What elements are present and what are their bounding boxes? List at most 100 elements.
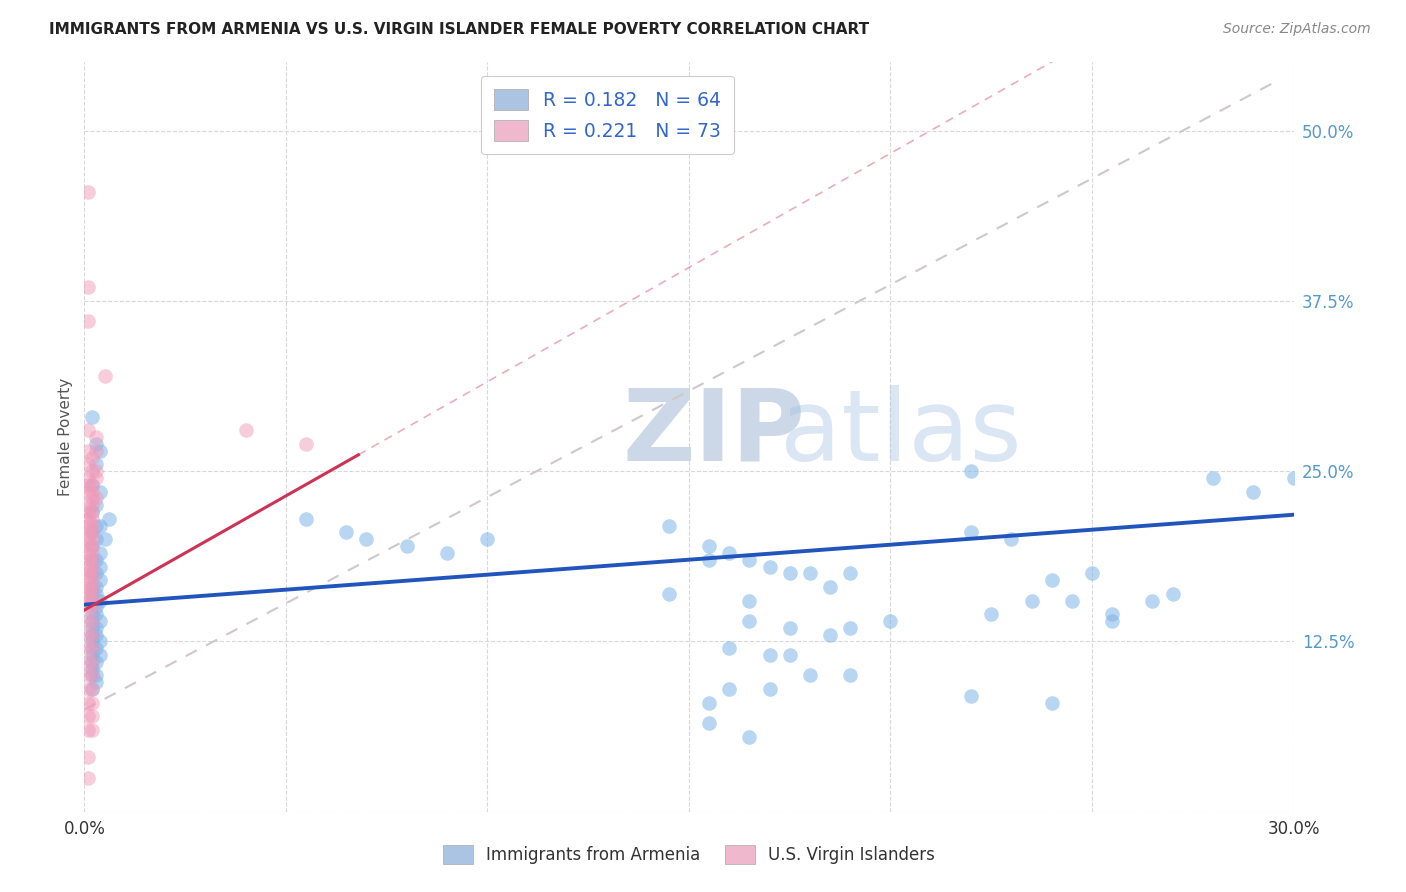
Point	[718, 546, 741, 560]
Point	[980, 607, 1002, 622]
Point	[1081, 566, 1104, 581]
Point	[960, 689, 983, 703]
Point	[82, 682, 104, 697]
Point	[82, 662, 104, 676]
Text: atlas: atlas	[780, 384, 1021, 482]
Point	[879, 614, 901, 628]
Point	[82, 566, 104, 581]
Point	[1202, 471, 1225, 485]
Point	[89, 443, 111, 458]
Point	[77, 641, 100, 656]
Point	[839, 621, 862, 635]
Point	[77, 539, 100, 553]
Point	[738, 614, 761, 628]
Point	[77, 723, 100, 737]
Point	[82, 573, 104, 587]
Point	[82, 552, 104, 566]
Point	[86, 600, 108, 615]
Point	[1161, 587, 1184, 601]
Point	[77, 185, 100, 199]
Point	[82, 587, 104, 601]
Point	[1241, 484, 1264, 499]
Point	[77, 566, 100, 581]
Point	[82, 627, 104, 641]
Point	[82, 580, 104, 594]
Point	[86, 621, 108, 635]
Point	[77, 423, 100, 437]
Point	[718, 641, 741, 656]
Point	[697, 696, 720, 710]
Point	[1101, 607, 1123, 622]
Point	[82, 546, 104, 560]
Point	[82, 614, 104, 628]
Point	[82, 464, 104, 478]
Point	[658, 518, 681, 533]
Point	[89, 648, 111, 662]
Point	[82, 505, 104, 519]
Point	[86, 552, 108, 566]
Point	[89, 559, 111, 574]
Point	[97, 512, 120, 526]
Point	[77, 280, 100, 294]
Point	[718, 682, 741, 697]
Point	[295, 512, 318, 526]
Point	[89, 484, 111, 499]
Point	[82, 655, 104, 669]
Text: IMMIGRANTS FROM ARMENIA VS U.S. VIRGIN ISLANDER FEMALE POVERTY CORRELATION CHART: IMMIGRANTS FROM ARMENIA VS U.S. VIRGIN I…	[49, 22, 869, 37]
Point	[82, 607, 104, 622]
Point	[82, 539, 104, 553]
Point	[77, 505, 100, 519]
Point	[86, 518, 108, 533]
Point	[697, 716, 720, 731]
Point	[86, 464, 108, 478]
Point	[779, 621, 801, 635]
Text: Source: ZipAtlas.com: Source: ZipAtlas.com	[1223, 22, 1371, 37]
Point	[758, 648, 780, 662]
Point	[82, 587, 104, 601]
Point	[77, 559, 100, 574]
Point	[86, 458, 108, 472]
Point	[1021, 593, 1043, 607]
Point	[82, 484, 104, 499]
Point	[779, 566, 801, 581]
Point	[77, 314, 100, 328]
Point	[839, 566, 862, 581]
Point	[436, 546, 458, 560]
Point	[82, 614, 104, 628]
Point	[77, 696, 100, 710]
Point	[82, 566, 104, 581]
Point	[82, 593, 104, 607]
Point	[1101, 614, 1123, 628]
Point	[89, 614, 111, 628]
Point	[82, 518, 104, 533]
Point	[295, 437, 318, 451]
Point	[818, 580, 841, 594]
Point	[77, 533, 100, 547]
Point	[77, 512, 100, 526]
Point	[86, 566, 108, 581]
Point	[86, 675, 108, 690]
Point	[82, 491, 104, 506]
Point	[89, 546, 111, 560]
Point	[658, 587, 681, 601]
Point	[77, 655, 100, 669]
Point	[86, 655, 108, 669]
Point	[82, 525, 104, 540]
Point	[1142, 593, 1164, 607]
Point	[697, 539, 720, 553]
Point	[82, 600, 104, 615]
Point	[82, 682, 104, 697]
Point	[77, 593, 100, 607]
Point	[77, 771, 100, 785]
Point	[82, 533, 104, 547]
Point	[82, 552, 104, 566]
Point	[82, 477, 104, 491]
Point	[82, 580, 104, 594]
Point	[86, 443, 108, 458]
Point	[758, 682, 780, 697]
Point	[82, 477, 104, 491]
Point	[77, 580, 100, 594]
Point	[93, 368, 115, 383]
Point	[82, 634, 104, 648]
Point	[82, 559, 104, 574]
